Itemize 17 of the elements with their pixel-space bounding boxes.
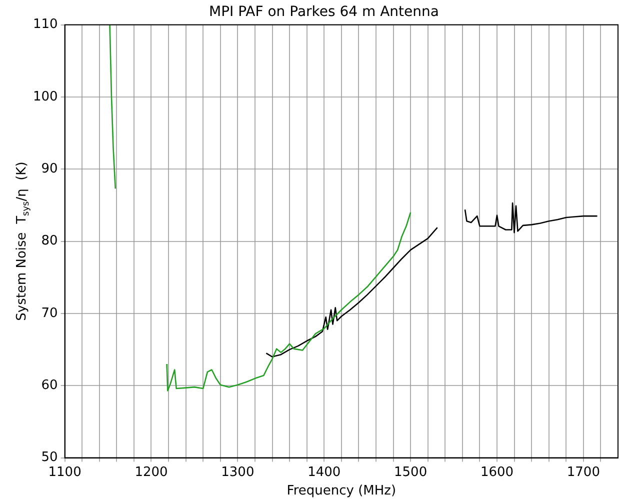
x-tick-label: 1100: [48, 464, 82, 480]
x-tick-label: 1500: [394, 464, 428, 480]
x-tick-label: 1400: [308, 464, 341, 480]
x-tick-label: 1200: [134, 464, 168, 480]
y-tick-label: 60: [41, 378, 58, 394]
x-tick-label: 1600: [480, 464, 514, 480]
y-tick-label: 80: [41, 234, 58, 249]
x-tick-label: 1700: [566, 464, 600, 480]
y-tick-label: 100: [32, 89, 58, 104]
x-tick-label: 1300: [221, 464, 254, 480]
y-tick-label: 70: [41, 306, 58, 321]
chart-title: MPI PAF on Parkes 64 m Antenna: [209, 4, 439, 20]
y-tick-label: 90: [41, 162, 58, 177]
y-tick-label: 110: [32, 17, 58, 32]
y-tick-label: 50: [41, 450, 58, 466]
x-axis-title: Frequency (MHz): [286, 484, 396, 499]
y-axis-title: System Noise Tsys/η (K): [14, 162, 32, 321]
